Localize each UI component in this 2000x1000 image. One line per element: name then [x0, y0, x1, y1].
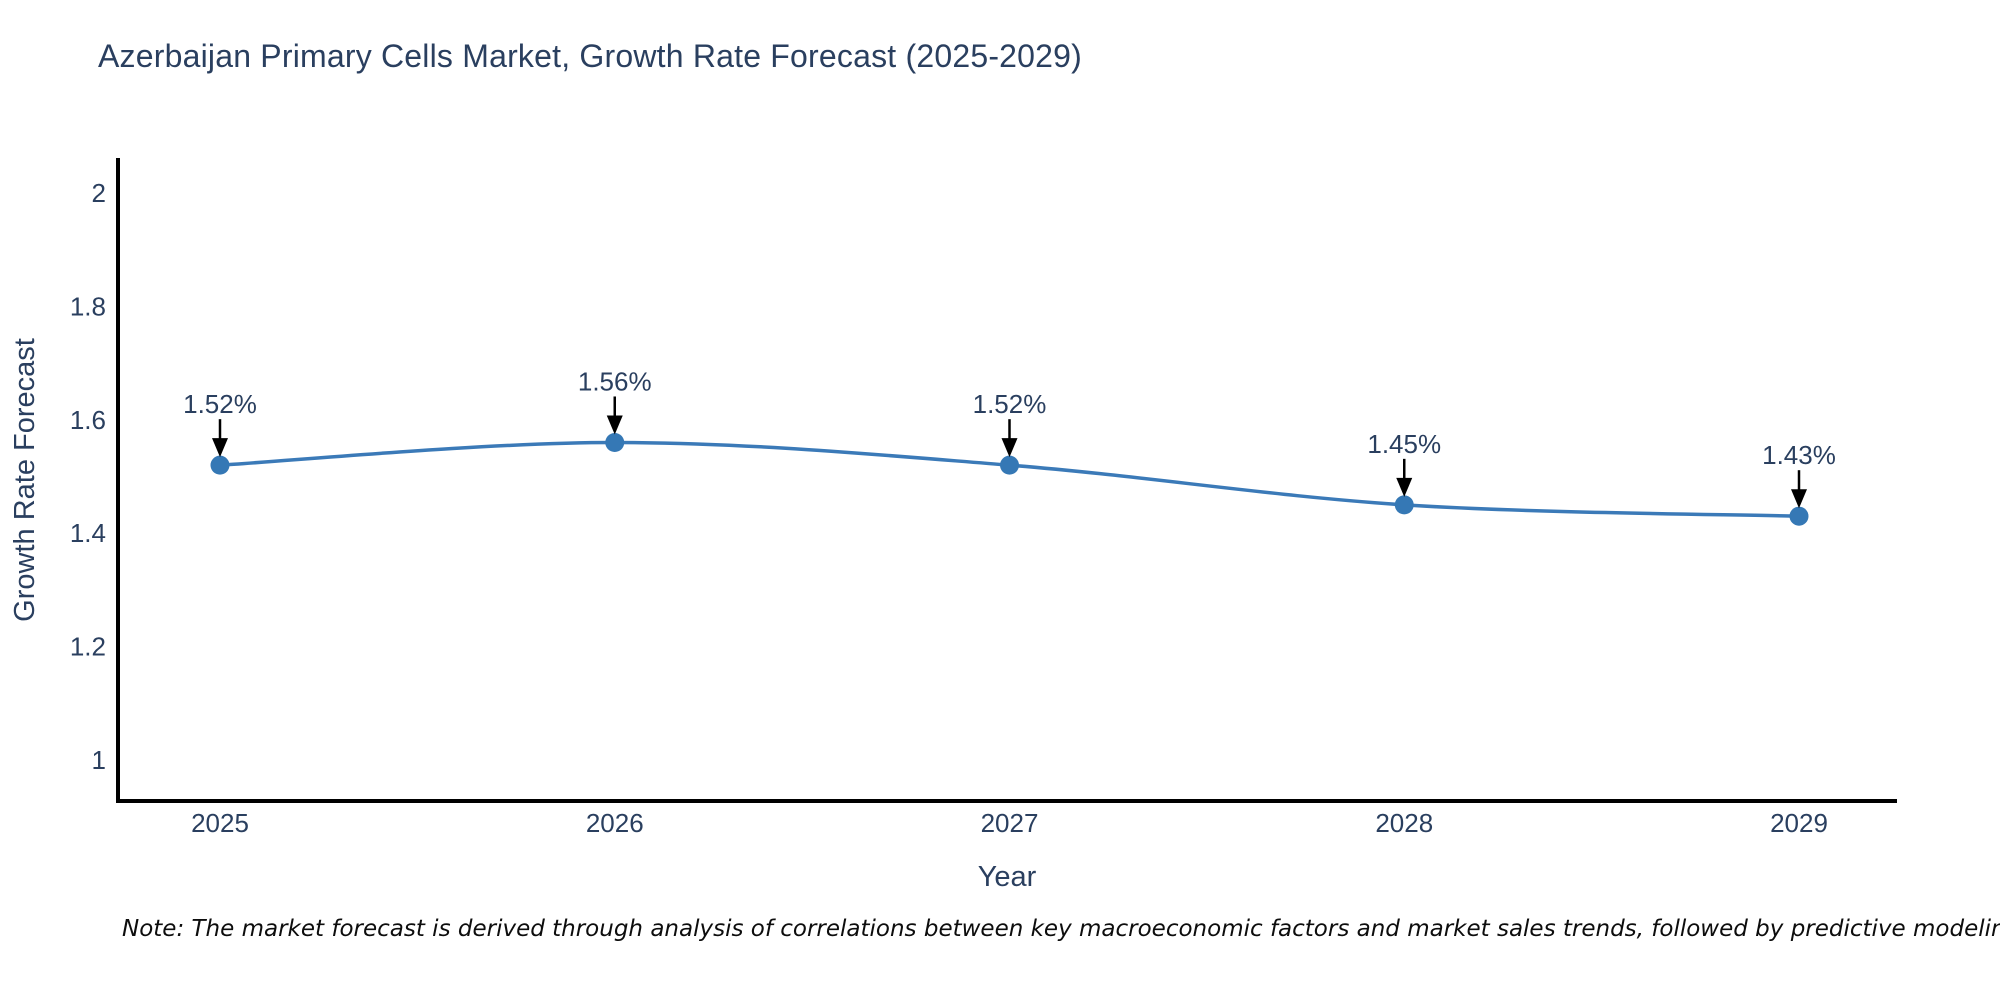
- y-tick-label: 1.6: [70, 405, 106, 435]
- chart-series-layer: 1 1.2 1.4 1.6 1.8 2 2025 2026 2027 2028 2029 1.52% 1…: [70, 178, 1836, 838]
- annotation-arrowhead-icon: [1791, 489, 1807, 509]
- y-tick-label: 1.4: [70, 518, 106, 548]
- annotation-arrowhead-icon: [606, 415, 623, 435]
- data-point: [605, 432, 625, 452]
- data-point-label: 1.45%: [1367, 429, 1441, 459]
- x-tick-label: 2029: [1770, 808, 1828, 838]
- x-tick-label: 2028: [1375, 808, 1433, 838]
- y-tick-label: 2: [92, 178, 106, 208]
- y-tick-label: 1.2: [70, 632, 106, 662]
- y-tick-label: 1: [92, 745, 106, 775]
- data-point: [1789, 506, 1809, 526]
- data-point-label: 1.52%: [183, 389, 257, 419]
- y-tick-label: 1.8: [70, 291, 106, 321]
- data-point: [1394, 495, 1414, 515]
- y-axis-title: Growth Rate Forecast: [9, 338, 41, 622]
- chart-title: Azerbaijan Primary Cells Market, Growth …: [98, 38, 1083, 74]
- annotation-arrowhead-icon: [1001, 438, 1018, 458]
- data-point-label: 1.43%: [1762, 440, 1836, 470]
- x-tick-label: 2027: [981, 808, 1039, 838]
- annotation-arrowhead-icon: [1396, 477, 1413, 497]
- x-tick-label: 2025: [191, 808, 249, 838]
- annotation-arrowhead-icon: [212, 438, 228, 458]
- x-tick-label: 2026: [586, 808, 644, 838]
- data-point-label: 1.52%: [973, 389, 1047, 419]
- x-axis-title: Year: [978, 861, 1037, 893]
- data-point: [210, 455, 230, 475]
- chart-footnote: Note: The market forecast is derived thr…: [122, 916, 2000, 942]
- data-point-label: 1.56%: [578, 366, 652, 396]
- data-point: [1000, 455, 1019, 475]
